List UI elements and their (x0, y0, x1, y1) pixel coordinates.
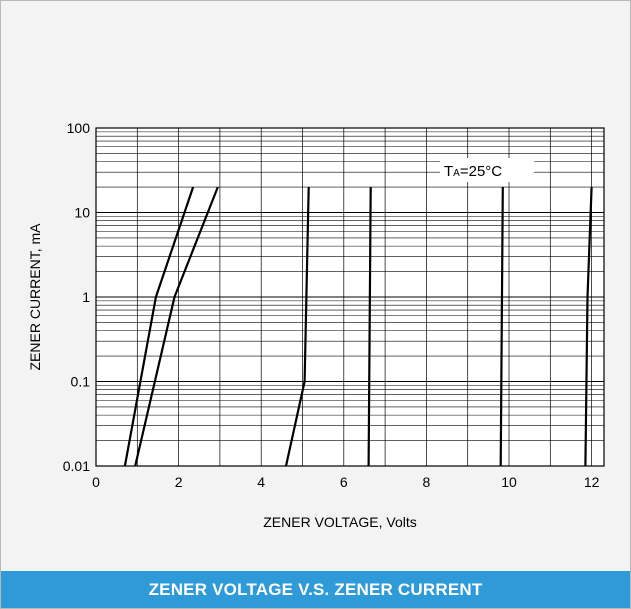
y-tick-label: 0.01 (63, 458, 90, 474)
x-tick-label: 12 (584, 474, 600, 490)
x-tick-label: 6 (340, 474, 348, 490)
chart-caption: ZENER VOLTAGE V.S. ZENER CURRENT (1, 571, 630, 608)
y-tick-label: 100 (67, 120, 91, 136)
series-line-4 (367, 187, 372, 467)
annotation-rest: =25°C (460, 163, 502, 180)
y-tick-label: 0.1 (71, 374, 91, 390)
annotation-background (440, 158, 534, 182)
temperature-annotation: TA=25°C (444, 163, 502, 180)
x-tick-label: 4 (257, 474, 265, 490)
annotation-main: T (444, 163, 453, 180)
series-line-6 (584, 187, 593, 467)
plot-border (95, 127, 605, 467)
x-tick-label: 2 (175, 474, 183, 490)
series-line-2 (134, 186, 219, 467)
x-tick-labels: 0 2 4 6 8 10 12 (92, 474, 600, 490)
annotation-sub: A (453, 168, 460, 179)
grid-vertical (136, 128, 592, 466)
y-tick-labels: 0.01 0.1 1 10 100 (63, 120, 90, 474)
series-line-5 (499, 187, 504, 467)
y-axis-label: ZENER CURRENT, mA (27, 223, 43, 371)
series-lines (123, 186, 593, 467)
y-tick-label: 10 (74, 205, 90, 221)
x-tick-label: 0 (92, 474, 100, 490)
series-line-3 (284, 187, 310, 467)
x-tick-label: 8 (423, 474, 431, 490)
series-line-1 (123, 186, 195, 467)
x-tick-label: 10 (501, 474, 517, 490)
x-axis-label: ZENER VOLTAGE, Volts (263, 514, 417, 530)
y-tick-label: 1 (82, 289, 90, 305)
